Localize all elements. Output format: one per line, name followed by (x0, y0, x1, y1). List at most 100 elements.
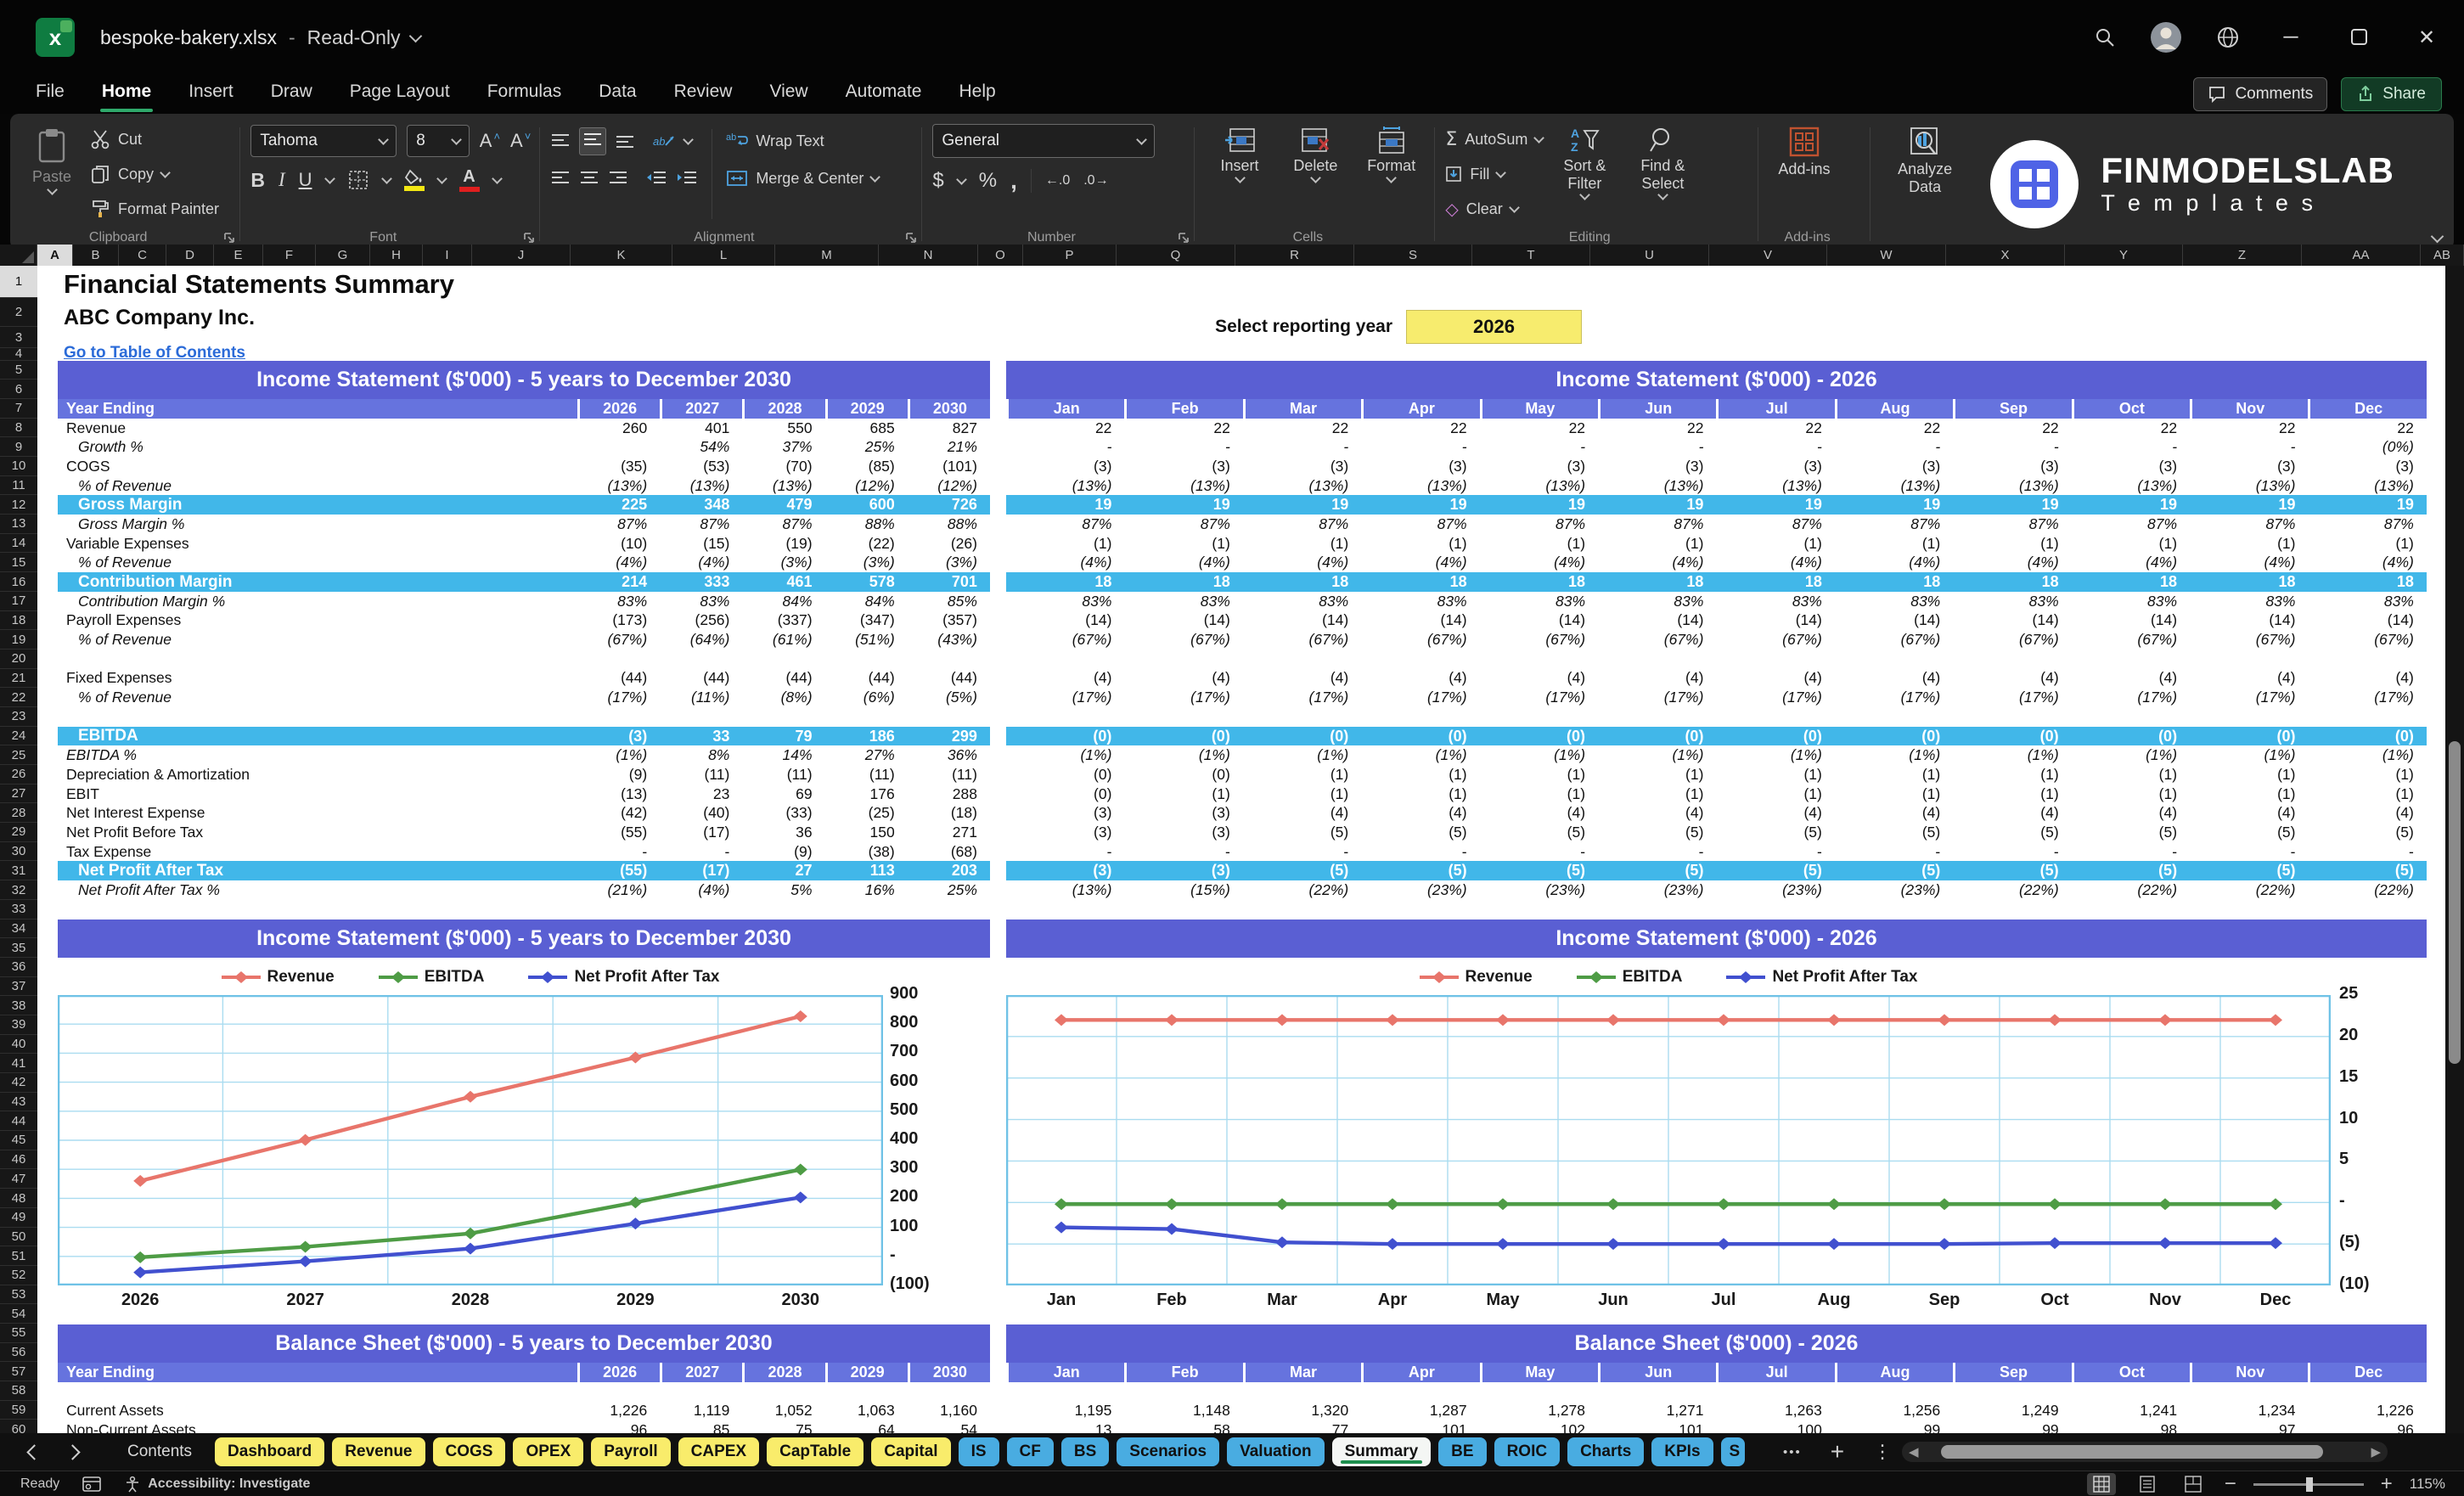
row-header-24[interactable]: 24 (0, 727, 37, 746)
column-header-U[interactable]: U (1590, 245, 1709, 266)
row-header-31[interactable]: 31 (0, 861, 37, 881)
sheet-tab-charts[interactable]: Charts (1567, 1437, 1645, 1466)
horizontal-scrollbar-thumb[interactable] (1940, 1445, 2323, 1459)
row-header-45[interactable]: 45 (0, 1131, 37, 1150)
row-header-18[interactable]: 18 (0, 611, 37, 631)
menu-tab-data[interactable]: Data (599, 82, 637, 101)
row-header-13[interactable]: 13 (0, 515, 37, 534)
row-header-30[interactable]: 30 (0, 842, 37, 862)
menu-tab-automate[interactable]: Automate (845, 82, 922, 101)
clipboard-dialog-launcher[interactable] (222, 231, 236, 245)
row-header-34[interactable]: 34 (0, 920, 37, 939)
sheet-tab-be[interactable]: BE (1438, 1437, 1487, 1466)
row-header-3[interactable]: 3 (0, 327, 37, 348)
zoom-in-button[interactable]: + (2380, 1472, 2393, 1495)
percent-style-button[interactable]: % (978, 169, 998, 192)
menu-tab-insert[interactable]: Insert (188, 82, 233, 101)
sheet-tab-cogs[interactable]: COGS (432, 1437, 506, 1466)
increase-decimal-button[interactable]: ←.0 (1044, 173, 1071, 188)
alignment-dialog-launcher[interactable] (904, 231, 918, 245)
scroll-right-icon[interactable]: ▶ (2371, 1445, 2381, 1459)
row-header-12[interactable]: 12 (0, 495, 37, 515)
maximize-button[interactable] (2342, 26, 2376, 48)
row-header-35[interactable]: 35 (0, 938, 37, 958)
column-header-X[interactable]: X (1946, 245, 2065, 266)
bold-button[interactable]: B (250, 168, 265, 191)
row-header-28[interactable]: 28 (0, 803, 37, 824)
format-cells-button[interactable]: Format (1357, 124, 1426, 224)
row-header-25[interactable]: 25 (0, 745, 37, 766)
menu-tab-review[interactable]: Review (673, 82, 733, 101)
column-header-M[interactable]: M (775, 245, 879, 266)
horizontal-scrollbar[interactable]: ◀ ▶ (1902, 1442, 2388, 1462)
sheet-tab-s[interactable]: S (1720, 1437, 1745, 1466)
sheet-options-icon[interactable]: ⋮ (1873, 1441, 1893, 1462)
column-header-L[interactable]: L (672, 245, 775, 266)
zoom-out-button[interactable]: − (2224, 1472, 2236, 1495)
borders-icon[interactable] (347, 169, 369, 191)
underline-button[interactable]: U (298, 169, 312, 190)
row-header-10[interactable]: 10 (0, 457, 37, 476)
column-header-A[interactable]: A (37, 245, 73, 266)
row-header-40[interactable]: 40 (0, 1035, 37, 1055)
sheet-tab-summary[interactable]: Summary (1331, 1437, 1432, 1466)
sheet-tab-dashboard[interactable]: Dashboard (215, 1437, 325, 1466)
paste-button[interactable]: Paste (20, 124, 83, 224)
clear-button[interactable]: ◇ Clear (1445, 195, 1543, 222)
row-header-4[interactable]: 4 (0, 346, 37, 361)
page-break-view-button[interactable] (2179, 1473, 2208, 1495)
sheet-tab-capex[interactable]: CAPEX (678, 1437, 760, 1466)
column-header-Y[interactable]: Y (2065, 245, 2183, 266)
sheet-tab-opex[interactable]: OPEX (513, 1437, 584, 1466)
row-header-29[interactable]: 29 (0, 823, 37, 842)
row-header-1[interactable]: 1 (0, 266, 37, 298)
next-sheet-icon[interactable] (65, 1443, 81, 1460)
read-only-menu[interactable]: Read-Only (307, 26, 422, 49)
align-middle-icon[interactable] (582, 131, 603, 148)
column-header-C[interactable]: C (119, 245, 166, 266)
row-header-11[interactable]: 11 (0, 476, 37, 496)
row-header-26[interactable]: 26 (0, 765, 37, 785)
wrap-text-button[interactable]: ab Wrap Text (726, 132, 824, 149)
analyze-data-button[interactable]: Analyze Data (1881, 124, 1969, 224)
cut-button[interactable]: Cut (90, 126, 219, 153)
sheet-tab-payroll[interactable]: Payroll (591, 1437, 671, 1466)
row-header-50[interactable]: 50 (0, 1228, 37, 1247)
sheet-tab-scenarios[interactable]: Scenarios (1117, 1437, 1220, 1466)
row-header-59[interactable]: 59 (0, 1401, 37, 1420)
align-left-icon[interactable] (550, 170, 571, 187)
merge-center-button[interactable]: Merge & Center (726, 163, 881, 194)
row-header-17[interactable]: 17 (0, 592, 37, 611)
row-header-44[interactable]: 44 (0, 1111, 37, 1132)
column-header-O[interactable]: O (978, 245, 1023, 266)
row-header-8[interactable]: 8 (0, 419, 37, 438)
search-icon[interactable] (2094, 26, 2116, 48)
row-header-42[interactable]: 42 (0, 1073, 37, 1093)
row-header-52[interactable]: 52 (0, 1266, 37, 1285)
row-header-6[interactable]: 6 (0, 380, 37, 399)
more-sheets-button[interactable]: ••• (1783, 1444, 1802, 1459)
delete-cells-button[interactable]: Delete (1281, 124, 1350, 224)
minimize-button[interactable]: ─ (2283, 25, 2298, 48)
font-size-select[interactable]: 8 (407, 125, 470, 157)
sheet-tab-bs[interactable]: BS (1060, 1437, 1110, 1466)
row-header-9[interactable]: 9 (0, 437, 37, 458)
format-painter-button[interactable]: Format Painter (90, 195, 219, 222)
column-header-Q[interactable]: Q (1117, 245, 1235, 266)
vertical-scrollbar-thumb[interactable] (2449, 741, 2461, 1064)
number-dialog-launcher[interactable] (1177, 231, 1190, 245)
align-bottom-icon[interactable] (615, 132, 635, 149)
row-header-43[interactable]: 43 (0, 1093, 37, 1112)
row-header-54[interactable]: 54 (0, 1304, 37, 1324)
italic-button[interactable]: I (278, 169, 285, 190)
find-select-button[interactable]: Find & Select (1626, 124, 1699, 224)
fill-color-button[interactable] (403, 169, 425, 191)
column-header-V[interactable]: V (1709, 245, 1827, 266)
page-layout-view-button[interactable] (2133, 1473, 2162, 1495)
normal-view-button[interactable] (2086, 1473, 2116, 1495)
orientation-icon[interactable]: ab (652, 132, 676, 150)
sheet-tab-valuation[interactable]: Valuation (1227, 1437, 1325, 1466)
zoom-slider-thumb[interactable] (2305, 1476, 2313, 1492)
row-header-60[interactable]: 60 (0, 1420, 37, 1433)
